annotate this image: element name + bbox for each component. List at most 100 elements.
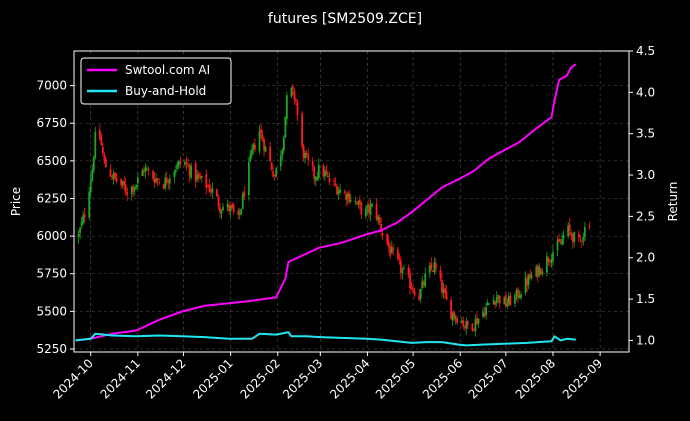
candle-body [179,161,182,164]
candle-body [504,295,507,307]
candle-body [515,289,518,296]
candle-body [550,259,553,264]
candle-body [520,294,522,299]
price-candles [77,83,591,337]
candle-body [495,297,498,304]
candle-body [178,160,180,166]
candle-body [226,203,229,208]
candle-body [252,143,255,150]
candle-body [229,205,232,212]
candle-body [541,271,544,275]
candle-body [582,236,585,241]
candle-body [232,205,235,212]
candle-body [365,208,367,217]
candle-body [270,162,273,170]
candle-body [243,191,246,197]
left-tick-label: 6000 [36,229,67,243]
candle-body [305,153,308,155]
candle-body [409,273,411,289]
legend-box [80,57,232,105]
candle-body [460,320,463,323]
candle-body [121,180,124,185]
candle-body [111,177,113,179]
candle-body [556,240,559,251]
candle-body [539,268,542,275]
candle-body [588,226,591,228]
candle-body [156,178,159,180]
candle-body [208,184,211,192]
candle-body [147,169,150,171]
candle-body [311,161,314,167]
candle-body [381,233,384,235]
candle-body [325,169,328,175]
candle-body [100,137,103,146]
candle-body [482,312,484,317]
candle-body [194,163,197,182]
candle-body [477,318,480,324]
candle-body [392,248,395,250]
candle-body [124,184,127,193]
plot-frame [73,50,630,353]
candle-body [185,162,188,164]
candle-body [517,289,519,299]
candle-body [567,225,570,237]
candle-body [558,238,560,242]
right-axis-label: Return [666,182,680,222]
left-tick-label: 6250 [36,191,67,205]
candle-body [165,177,168,183]
candle-body [506,303,509,306]
candle-body [282,137,285,151]
candle-body [217,197,220,207]
candle-body [483,312,486,317]
candle-body [272,170,275,177]
candle-body [190,165,192,178]
candle-body [503,296,506,305]
candle-body [120,179,123,186]
legend: Swtool.com AI Buy-and-Hold [80,57,232,105]
candle-body [348,192,351,203]
candle-body [80,222,83,227]
right-tick-label: 2.5 [636,209,655,223]
candle-body [301,113,303,147]
candle-body [485,307,487,316]
candle-body [155,178,158,182]
candle-body [176,163,179,170]
candle-body [98,130,101,140]
candle-body [536,265,539,277]
candle-body [200,175,203,178]
left-tick-label: 5500 [36,304,67,318]
candle-body [466,320,469,326]
candle-body [199,176,202,179]
candle-body [527,275,530,285]
candle-body [433,262,436,273]
candle-body [498,296,501,304]
candle-body [354,200,357,202]
candle-body [284,116,287,138]
candle-body [328,177,331,183]
candle-body [571,234,574,243]
candle-body [231,203,234,208]
candle-body [573,231,576,242]
candle-body [418,295,421,301]
right-tick-label: 4.5 [636,44,655,58]
candle-body [114,172,116,178]
candle-body [123,181,126,186]
candle-body [424,273,427,287]
left-tick-label: 6500 [36,154,67,168]
candle-body [434,263,437,269]
candle-body [333,180,335,182]
candle-body [358,199,361,204]
candle-body [535,266,538,277]
candle-body [184,161,186,165]
candle-body [241,193,244,209]
right-tick-label: 2.0 [636,251,655,265]
candle-body [269,146,272,162]
chart-title: futures [SM2509.ZCE] [268,11,422,27]
candle-body [240,208,243,215]
candle-body [164,177,167,188]
candle-body [562,235,565,239]
candle-body [296,102,299,116]
candle-body [407,267,410,275]
candle-body [281,149,284,156]
